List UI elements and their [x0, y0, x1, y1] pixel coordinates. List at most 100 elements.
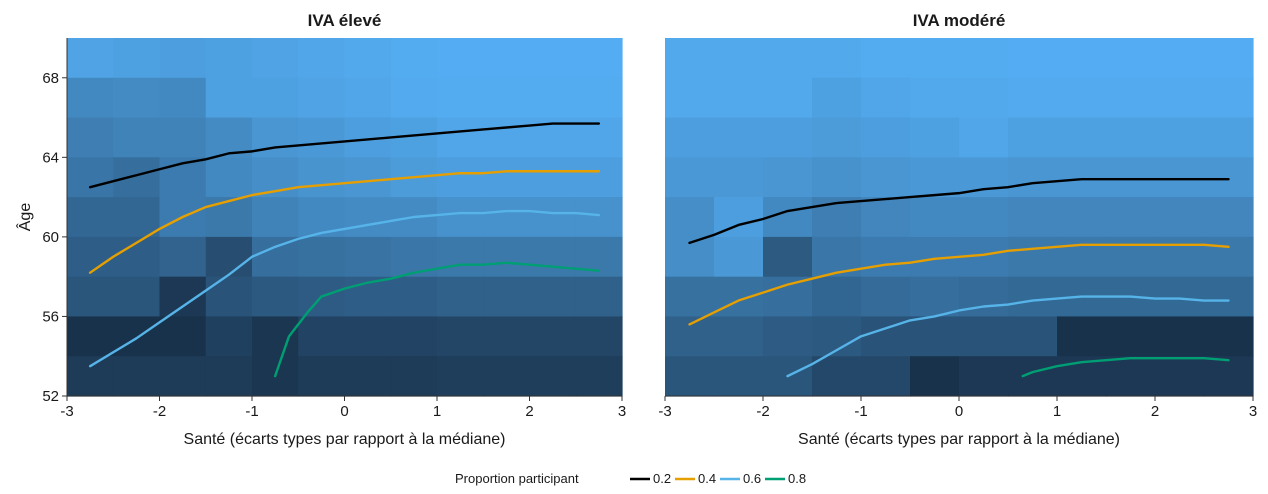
heatmap-tile [910, 356, 960, 397]
legend-label: 0.4 [698, 471, 716, 486]
heatmap-tile [159, 316, 207, 357]
heatmap-tile [390, 356, 438, 397]
heatmap-tile [1155, 236, 1205, 278]
contour-line-0.2 [688, 178, 1230, 245]
heatmap-tile [344, 77, 392, 119]
heatmap-tile [1155, 276, 1205, 318]
heatmap-tile [344, 236, 392, 278]
heatmap-tile [437, 276, 484, 318]
heatmap-tile [665, 197, 715, 238]
heatmap-tile [665, 77, 715, 119]
heatmap-tile [344, 316, 392, 357]
heatmap-tile [483, 77, 531, 119]
x-tick-label: -2 [756, 403, 769, 420]
heatmap-tile [1106, 157, 1156, 198]
heatmap-tile [861, 117, 911, 158]
heatmap-tile [529, 236, 577, 278]
heatmap-tile [910, 197, 960, 238]
heatmap-tile [1106, 356, 1156, 397]
heatmap-tile [861, 77, 911, 119]
heatmap-tile [861, 356, 911, 397]
heatmap-tile [437, 197, 484, 238]
heatmap-tile [1008, 276, 1058, 318]
heatmap-tiles [67, 38, 623, 397]
heatmap-tile [1155, 77, 1205, 119]
heatmap-tile [959, 197, 1009, 238]
heatmap-tile [390, 38, 438, 79]
y-tick-label: 52 [42, 388, 59, 405]
heatmap-tile [298, 157, 346, 198]
heatmap-tile [67, 276, 114, 318]
heatmap-tile [861, 236, 911, 278]
heatmap-tile [812, 276, 862, 318]
heatmap-tile [665, 157, 715, 198]
heatmap-tile [483, 356, 531, 397]
contour-line-0.8 [273, 261, 601, 378]
heatmap-tile [1204, 77, 1254, 119]
heatmap-tile [763, 38, 813, 79]
heatmap-tile [483, 157, 531, 198]
heatmap-tile [1106, 316, 1156, 357]
contour-lines [688, 178, 1230, 378]
legend-item-0.4: 0.4 [675, 471, 716, 486]
heatmap-tile [812, 117, 862, 158]
heatmap-tile [1204, 316, 1254, 357]
legend-label: 0.8 [788, 471, 806, 486]
heatmap-tile [113, 117, 161, 158]
heatmap-tile [1057, 236, 1107, 278]
heatmap-tile [159, 117, 207, 158]
heatmap-tile [67, 157, 114, 198]
heatmap-tile [1204, 236, 1254, 278]
heatmap-tile [1155, 38, 1205, 79]
heatmap-tile [67, 197, 114, 238]
heatmap-tile [437, 356, 484, 397]
heatmap-tile [812, 38, 862, 79]
heatmap-tile [1008, 316, 1058, 357]
y-axis-title: Âge [15, 203, 34, 232]
heatmap-tile [113, 157, 161, 198]
heatmap-tile [1008, 356, 1058, 397]
heatmap-tile [1057, 316, 1107, 357]
heatmap-tile [665, 117, 715, 158]
heatmap-tile [910, 117, 960, 158]
heatmap-tile [714, 236, 764, 278]
contour-line-0.2 [88, 122, 601, 189]
heatmap-tile [344, 197, 392, 238]
heatmap-tile [812, 236, 862, 278]
legend: Proportion participant 0.2 0.4 0.6 0.8 [455, 471, 806, 486]
heatmap-tile [529, 157, 577, 198]
heatmap-tile [483, 236, 531, 278]
heatmap-tile [67, 356, 114, 397]
x-tick-label: -3 [60, 403, 73, 420]
heatmap-tile [763, 316, 813, 357]
heatmap-tile [298, 356, 346, 397]
legend-item-0.2: 0.2 [630, 471, 671, 486]
heatmap-tile [252, 77, 299, 119]
heatmap-tile [1204, 117, 1254, 158]
legend-label: 0.2 [653, 471, 671, 486]
heatmap-tile [483, 117, 531, 158]
heatmap-tile [1106, 117, 1156, 158]
heatmap-tile [252, 236, 299, 278]
heatmap-tile [763, 236, 813, 278]
legend-item-0.8: 0.8 [765, 471, 806, 486]
heatmap-tile [575, 197, 623, 238]
heatmap-tile [575, 38, 623, 79]
legend-items: 0.2 0.4 0.6 0.8 [630, 471, 806, 486]
heatmap-tile [67, 77, 114, 119]
heatmap-tile [714, 77, 764, 119]
heatmap-tile [390, 77, 438, 119]
heatmap-tile [575, 157, 623, 198]
x-tick-label: 1 [1053, 403, 1061, 420]
heatmap-tile [575, 356, 623, 397]
heatmap-tile [959, 77, 1009, 119]
heatmap-tile [437, 157, 484, 198]
heatmap-tile [252, 276, 299, 318]
heatmap-tile [763, 117, 813, 158]
heatmap-tile [575, 77, 623, 119]
heatmap-tile [763, 157, 813, 198]
heatmap-tile [714, 356, 764, 397]
heatmap-tile [1106, 77, 1156, 119]
heatmap-tile [1008, 117, 1058, 158]
